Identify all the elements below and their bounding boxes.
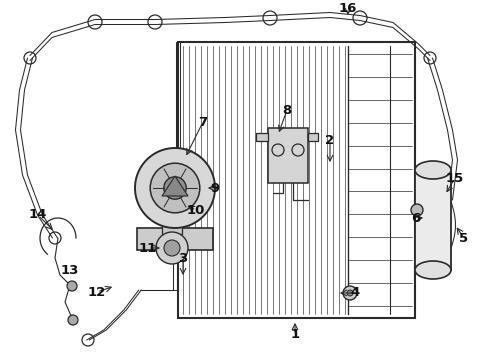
Bar xyxy=(162,224,182,234)
Circle shape xyxy=(67,281,77,291)
Circle shape xyxy=(412,205,422,215)
Text: 6: 6 xyxy=(412,211,420,225)
Text: 9: 9 xyxy=(210,181,220,194)
Text: 14: 14 xyxy=(29,208,47,221)
Text: 8: 8 xyxy=(282,104,292,117)
Bar xyxy=(178,42,415,318)
Circle shape xyxy=(411,204,423,216)
Ellipse shape xyxy=(415,161,451,179)
Text: 4: 4 xyxy=(350,287,360,300)
Circle shape xyxy=(164,240,180,256)
Text: 7: 7 xyxy=(198,116,208,129)
Circle shape xyxy=(164,177,186,199)
Bar xyxy=(308,133,318,141)
Bar xyxy=(137,228,213,250)
Circle shape xyxy=(135,148,215,228)
Ellipse shape xyxy=(415,261,451,279)
Text: 2: 2 xyxy=(325,134,335,147)
Bar xyxy=(415,170,451,270)
Text: 11: 11 xyxy=(139,242,157,255)
Text: 15: 15 xyxy=(446,171,464,184)
Circle shape xyxy=(343,286,357,300)
Circle shape xyxy=(156,232,188,264)
Text: 16: 16 xyxy=(339,1,357,14)
Circle shape xyxy=(347,290,353,296)
Text: 13: 13 xyxy=(61,264,79,276)
Polygon shape xyxy=(162,176,188,196)
Bar xyxy=(256,133,268,141)
Bar xyxy=(268,128,308,183)
Text: 12: 12 xyxy=(88,285,106,298)
Circle shape xyxy=(150,163,200,213)
Text: 5: 5 xyxy=(460,231,468,244)
Text: 10: 10 xyxy=(187,203,205,216)
Circle shape xyxy=(68,315,78,325)
Text: 3: 3 xyxy=(178,252,188,265)
Text: 1: 1 xyxy=(291,328,299,342)
